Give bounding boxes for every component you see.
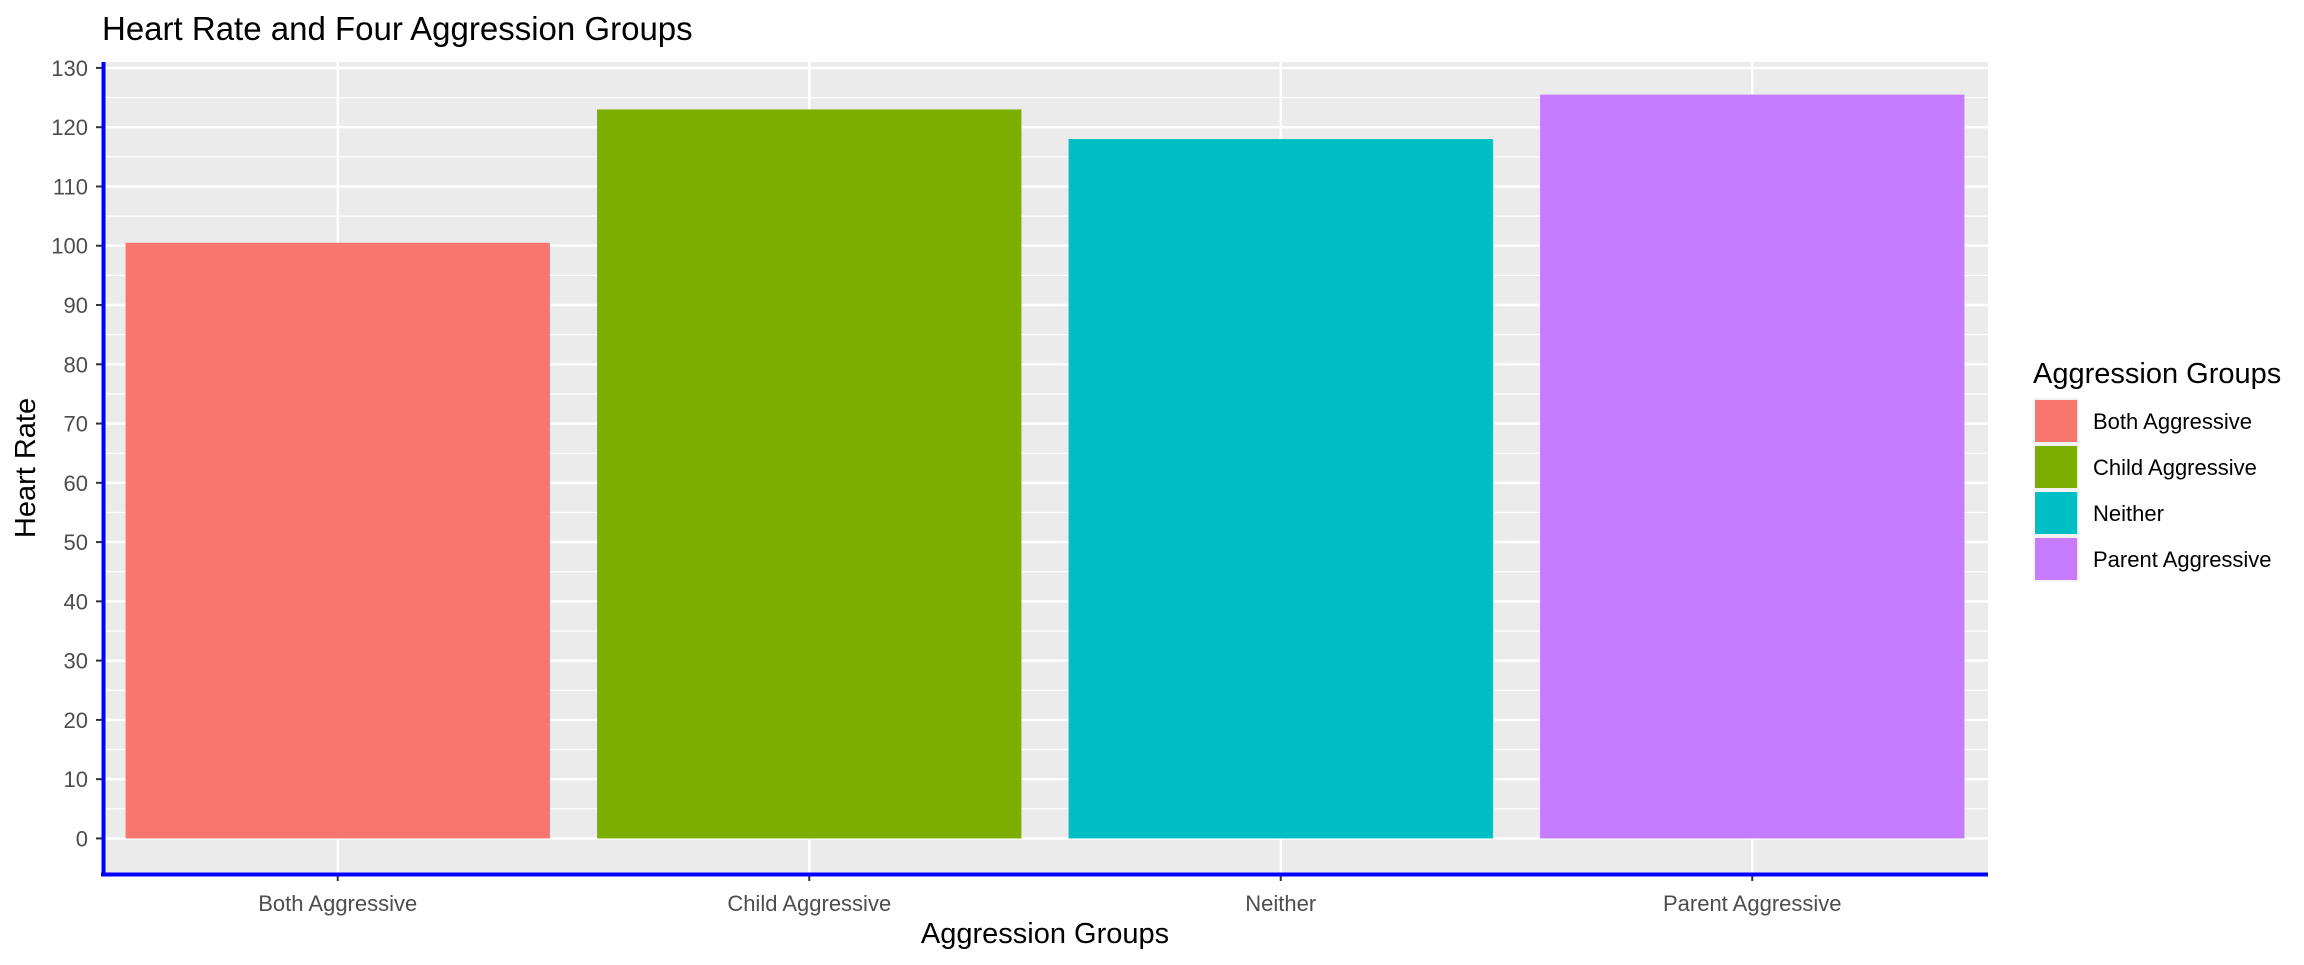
y-tick-label: 40: [64, 589, 88, 614]
y-tick-label: 80: [64, 352, 88, 377]
x-tick-label: Child Aggressive: [727, 891, 891, 916]
y-tick-label: 10: [64, 767, 88, 792]
y-tick-label: 30: [64, 649, 88, 674]
legend-label: Neither: [2093, 501, 2164, 526]
y-axis-ticks: 0 10 20 30 40 50 60 70 80 90 100 110 120 130: [51, 56, 102, 851]
x-tick-label: Parent Aggressive: [1663, 891, 1842, 916]
y-tick-label: 100: [51, 234, 88, 259]
y-tick-label: 120: [51, 115, 88, 140]
legend-label: Both Aggressive: [2093, 409, 2252, 434]
chart-title: Heart Rate and Four Aggression Groups: [102, 10, 693, 47]
bar: [1068, 139, 1493, 839]
legend-swatch: [2035, 492, 2077, 534]
bars: [125, 94, 1965, 839]
y-tick-label: 90: [64, 293, 88, 318]
y-tick-label: 110: [53, 174, 88, 199]
y-tick-label: 50: [64, 530, 88, 555]
legend: Aggression Groups Both Aggressive Child A…: [2033, 358, 2281, 582]
x-tick-label: Both Aggressive: [258, 891, 417, 916]
legend-label: Child Aggressive: [2093, 455, 2257, 480]
legend-swatch: [2035, 400, 2077, 442]
bar: [1540, 94, 1965, 839]
bar: [597, 109, 1022, 839]
y-tick-label: 130: [51, 56, 88, 81]
legend-entries: Both Aggressive Child Aggressive Neither Pa…: [2033, 398, 2272, 582]
y-axis-title: Heart Rate: [10, 398, 42, 538]
x-axis-ticks: Both Aggressive Child Aggressive Neither Pa…: [258, 874, 1842, 916]
y-tick-label: 70: [64, 412, 88, 437]
legend-label: Parent Aggressive: [2093, 547, 2272, 572]
x-axis-title: Aggression Groups: [921, 918, 1169, 950]
legend-title: Aggression Groups: [2033, 358, 2281, 390]
legend-swatch: [2035, 538, 2077, 580]
x-tick-label: Neither: [1245, 891, 1316, 916]
bar: [125, 242, 550, 839]
legend-swatch: [2035, 446, 2077, 488]
y-tick-label: 20: [64, 708, 88, 733]
y-tick-label: 0: [76, 826, 88, 851]
y-tick-label: 60: [64, 471, 88, 496]
